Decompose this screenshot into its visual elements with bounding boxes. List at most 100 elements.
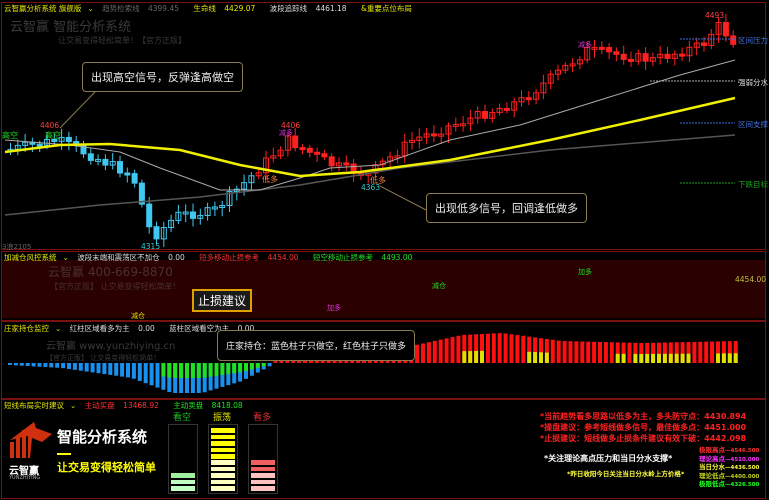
holding-bar-red — [521, 335, 526, 363]
holding-bar-yellow — [716, 353, 720, 363]
candlestick — [569, 63, 576, 67]
holding-bar-red — [704, 341, 709, 363]
holding-bar-blue — [131, 363, 136, 379]
risk-item3-value: 4493.00 — [381, 253, 413, 262]
candlestick — [482, 111, 488, 119]
risk-item1-label: 波段末端和震荡区不加仓 — [77, 253, 160, 262]
candlestick — [657, 53, 664, 59]
level-label: 极限低点 — [699, 480, 725, 488]
holding-item2-label: 蓝柱区域看空为主 — [169, 324, 230, 333]
watermark-slogan: 【官方正版】 让交易变得轻松简单！ — [50, 282, 181, 291]
holding-bar-green — [261, 363, 266, 367]
holding-bar-blue — [244, 363, 248, 379]
candlestick — [409, 139, 415, 143]
holding-bar-red — [568, 341, 573, 363]
wave-line-value: 4461.18 — [315, 4, 347, 13]
candlestick — [445, 125, 452, 135]
holding-bar-yellow — [657, 353, 661, 363]
candlestick — [36, 143, 43, 147]
holding-bar-red — [716, 341, 720, 363]
label-down-target: 下跌目标 — [738, 180, 768, 189]
logo-subtext: YUNZHIYING — [9, 475, 41, 481]
advice-selector[interactable]: 短线布局实时建议 ⌄ — [4, 401, 77, 410]
wave-line-label: 波段追踪线 — [269, 4, 308, 13]
holding-bar-red — [721, 341, 726, 363]
holding-bar-green — [226, 363, 231, 375]
holding-bar-green — [208, 363, 213, 377]
holding-bar-red — [503, 333, 508, 363]
holding-bar-red — [580, 341, 585, 363]
key-points-link[interactable]: &重要点位布局 — [360, 4, 412, 13]
level-value: —4436.500 — [725, 465, 760, 471]
main-chart-panel — [1, 2, 766, 250]
holding-bar-blue — [55, 363, 60, 368]
short-signal-callout: 出现高空信号，反弹逢高做空 — [82, 62, 243, 92]
candlestick — [87, 153, 94, 161]
candlestick — [722, 22, 729, 37]
candlestick — [474, 111, 481, 119]
level-item: 理论高点—4510.000 — [699, 453, 759, 463]
meter-segment — [251, 466, 275, 472]
meter-segment — [171, 479, 195, 485]
risk-system-selector[interactable]: 加减仓风控系统 ⌄ — [4, 253, 69, 262]
long-signal-callout: 出现低多信号，回调逢低做多 — [426, 193, 587, 223]
holding-bar-blue — [49, 363, 54, 368]
callout-pointer — [59, 91, 96, 129]
signal-di-duo: 低多 — [370, 176, 386, 185]
holding-selector[interactable]: 庄家持仓监控 ⌄ — [4, 324, 62, 333]
candlestick — [693, 42, 700, 48]
candlestick — [197, 215, 204, 219]
holding-bar-yellow — [544, 352, 549, 363]
holding-bar-red — [651, 342, 656, 363]
holding-bar-blue — [90, 363, 95, 373]
candlestick — [284, 135, 291, 151]
meter-segment — [251, 460, 275, 465]
level-label: 极限高点 — [699, 446, 725, 454]
holding-bar-yellow — [539, 352, 543, 363]
main-panel-header: 云智赢分析系统 旗舰版 ⌄ 趋势检索线 4399.45 生命线 4429.07 波… — [4, 3, 418, 14]
candlestick — [102, 158, 109, 166]
price-label-high-left: 4406 — [40, 121, 60, 130]
risk-item3-label: 短空移动止损参考 — [312, 253, 373, 262]
holding-item2-value: 0.00 — [237, 324, 255, 333]
candlestick — [109, 161, 116, 166]
holding-item1-label: 红柱区域看多为主 — [69, 324, 130, 333]
candlestick — [58, 136, 65, 142]
label-reduce-position: 减仓 — [432, 282, 446, 290]
meter-segment — [171, 486, 195, 491]
holding-bar-red — [674, 342, 679, 363]
candlestick — [525, 97, 532, 101]
holding-bar-yellow — [533, 352, 538, 363]
advice-panel-header: 短线布局实时建议 ⌄ 主动买盘 13468.92 主动卖盘 8418.08 — [4, 400, 255, 411]
meter-box — [208, 424, 238, 494]
meter-box — [248, 424, 278, 494]
price-label-high-right: 4493 — [705, 11, 725, 20]
candlestick — [226, 191, 233, 207]
system-selector[interactable]: 云智赢分析系统 旗舰版 ⌄ — [4, 4, 94, 13]
holding-bar-red — [485, 333, 490, 363]
life-line — [4, 96, 736, 178]
holding-bar-green — [185, 363, 189, 378]
label-add-long: 加多 — [327, 304, 341, 312]
holding-bar-red — [621, 342, 626, 363]
holding-bar-green — [161, 363, 166, 377]
advice-line: *当前趋势看多思路以低多为主，多头防守点：4430.894 — [540, 412, 747, 421]
holding-item1-value: 0.00 — [138, 324, 155, 333]
holding-bar-yellow — [639, 353, 644, 363]
holding-bar-yellow — [651, 353, 656, 363]
advice-line: *操盘建议：参考短线做多信号，最佳做多点：4451.000 — [540, 423, 747, 432]
candlestick — [540, 82, 547, 94]
level-value: —4546.500 — [725, 448, 760, 454]
holding-bar-yellow — [615, 353, 620, 363]
holding-bar-blue — [8, 363, 12, 365]
headline-divider — [57, 453, 71, 455]
meter-segment — [211, 486, 235, 491]
label-strength-divider: 强弱分水 — [738, 78, 768, 87]
candlestick — [153, 226, 160, 240]
holding-bar-yellow — [462, 351, 467, 363]
candlestick — [686, 46, 693, 57]
callout-pointer — [379, 185, 431, 213]
holding-bar-red — [527, 336, 532, 363]
holding-bar-red — [273, 359, 278, 363]
label-add-long: 加多 — [578, 268, 592, 276]
